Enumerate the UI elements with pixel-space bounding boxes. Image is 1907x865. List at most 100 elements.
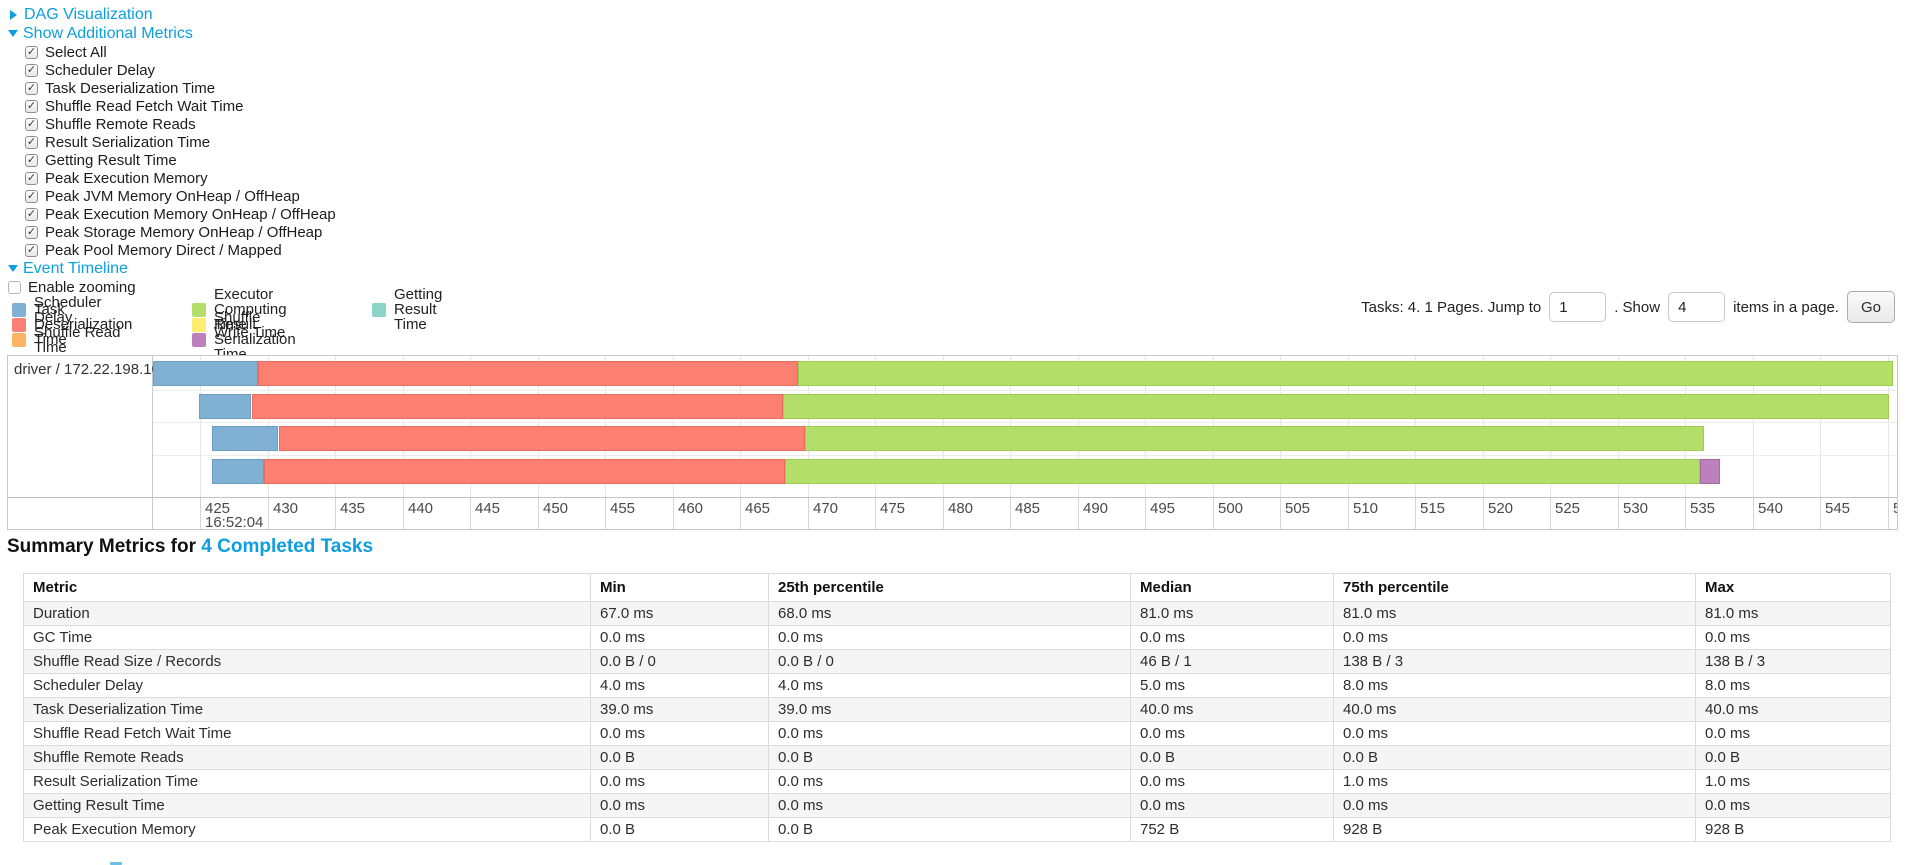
table-cell: 0.0 B xyxy=(768,817,1131,842)
additional-metrics-checkbox-list: ✓ Select All ✓ Scheduler Delay ✓ Task Deseria… xyxy=(8,43,336,259)
table-row: Shuffle Read Fetch Wait Time 0.0 ms 0.0 ms… xyxy=(23,721,1891,746)
table-cell: 0.0 ms xyxy=(768,721,1131,746)
table-cell: GC Time xyxy=(23,625,591,650)
table-cell: 0.0 B xyxy=(590,817,769,842)
enable-zooming-checkbox[interactable] xyxy=(8,281,21,294)
jump-to-page-input[interactable] xyxy=(1549,292,1607,322)
completed-tasks-link[interactable]: 4 Completed Tasks xyxy=(201,536,374,557)
table-cell: 0.0 B xyxy=(590,745,769,770)
legend-item-executor_computing: Executor Computing Time xyxy=(192,287,296,332)
legend-swatch-icon xyxy=(12,317,26,332)
axis-tick-label: 525 xyxy=(1555,500,1581,517)
metric-checkbox[interactable]: ✓ xyxy=(25,117,38,131)
legend-column: Getting Result Time xyxy=(372,287,442,332)
task-2-segment-scheduler-delay xyxy=(212,426,279,451)
table-cell: 0.0 ms xyxy=(1130,769,1334,794)
table-cell: 0.0 B / 0 xyxy=(768,649,1131,674)
table-header-cell: 25th percentile xyxy=(768,573,1131,602)
legend-item-getting_result: Getting Result Time xyxy=(372,287,442,332)
legend-label: Getting Result Time xyxy=(394,286,443,333)
table-header-cell: Max xyxy=(1695,573,1891,602)
axis-tick xyxy=(268,498,269,529)
table-row: Task Deserialization Time 39.0 ms 39.0 ms 4… xyxy=(23,697,1891,722)
axis-tick-label: 515 xyxy=(1420,500,1446,517)
table-cell: 0.0 ms xyxy=(590,769,769,794)
table-row: Result Serialization Time 0.0 ms 0.0 ms 0.0… xyxy=(23,769,1891,794)
metric-checkbox[interactable]: ✓ xyxy=(25,99,38,113)
metric-checkbox-row: ✓ Getting Result Time xyxy=(25,151,336,169)
items-per-page-input[interactable] xyxy=(1668,292,1726,322)
go-button[interactable]: Go xyxy=(1846,291,1895,323)
metric-checkbox-label: Peak Execution Memory OnHeap / OffHeap xyxy=(45,205,336,223)
metric-checkbox-row: ✓ Result Serialization Time xyxy=(25,133,336,151)
table-cell: 0.0 ms xyxy=(1333,721,1696,746)
metric-checkbox-row: ✓ Shuffle Remote Reads xyxy=(25,115,336,133)
axis-tick xyxy=(1145,498,1146,529)
executor-label: driver / 172.22.198.104 xyxy=(14,361,169,378)
event-timeline-label: Event Timeline xyxy=(23,259,128,277)
metric-checkbox[interactable]: ✓ xyxy=(25,243,38,257)
table-cell: Peak Execution Memory xyxy=(23,817,591,842)
metric-checkbox[interactable]: ✓ xyxy=(25,153,38,167)
axis-time-label: 16:52:04 xyxy=(205,514,264,529)
metric-checkbox[interactable]: ✓ xyxy=(25,135,38,149)
axis-tick xyxy=(1820,498,1821,529)
metric-checkbox[interactable]: ✓ xyxy=(25,171,38,185)
legend-swatch-icon xyxy=(192,302,206,317)
metric-checkbox[interactable]: ✓ xyxy=(25,189,38,203)
table-cell: Shuffle Read Size / Records xyxy=(23,649,591,674)
axis-tick xyxy=(538,498,539,529)
axis-tick-label: 495 xyxy=(1150,500,1176,517)
metric-checkbox[interactable]: ✓ xyxy=(25,81,38,95)
legend-label: Shuffle Write Time xyxy=(214,308,286,341)
metric-checkbox[interactable]: ✓ xyxy=(25,225,38,239)
collapsed-arrow-icon xyxy=(10,9,17,20)
metric-checkbox-row: ✓ Peak Execution Memory OnHeap / OffHeap xyxy=(25,205,336,223)
metric-checkbox[interactable]: ✓ xyxy=(25,45,38,59)
axis-tick-label: 440 xyxy=(408,500,434,517)
row-separator xyxy=(153,390,1897,391)
dag-visualization-toggle[interactable]: DAG Visualization xyxy=(8,5,336,24)
axis-tick-label: 500 xyxy=(1218,500,1244,517)
table-cell: 81.0 ms xyxy=(1130,601,1334,626)
table-cell: 40.0 ms xyxy=(1695,697,1891,722)
metric-checkbox-row: ✓ Peak JVM Memory OnHeap / OffHeap xyxy=(25,187,336,205)
table-cell: 138 B / 3 xyxy=(1333,649,1696,674)
executor-label-column: driver / 172.22.198.104 xyxy=(8,356,168,529)
summary-metrics-table: Metric Min 25th percentile Median 75th perce… xyxy=(23,573,1891,842)
show-additional-metrics-toggle[interactable]: Show Additional Metrics xyxy=(8,24,336,43)
metric-checkbox-label: Peak Pool Memory Direct / Mapped xyxy=(45,241,282,259)
event-timeline-toggle[interactable]: Event Timeline xyxy=(8,259,336,278)
table-cell: 40.0 ms xyxy=(1333,697,1696,722)
axis-tick xyxy=(673,498,674,529)
axis-tick xyxy=(605,498,606,529)
table-cell: 0.0 ms xyxy=(1333,625,1696,650)
axis-tick-label: 475 xyxy=(880,500,906,517)
table-cell: 68.0 ms xyxy=(768,601,1131,626)
axis-tick xyxy=(1685,498,1686,529)
axis-tick xyxy=(403,498,404,529)
axis-tick-label: 550 xyxy=(1893,500,1897,517)
stage-controls: DAG Visualization Show Additional Metric… xyxy=(8,5,336,297)
gridline xyxy=(1753,356,1754,497)
axis-tick xyxy=(1415,498,1416,529)
task-1-segment-executor-computing xyxy=(783,394,1889,419)
legend-item-task_deserialization: Task Deserialization Time xyxy=(12,302,132,347)
metric-checkbox[interactable]: ✓ xyxy=(25,207,38,221)
enable-zooming-label: Enable zooming xyxy=(28,279,136,296)
task-2-segment-executor-computing xyxy=(805,426,1704,451)
legend-item-shuffle_write: Shuffle Write Time xyxy=(192,310,296,340)
legend-label: Scheduler Delay xyxy=(34,293,102,326)
metric-checkbox[interactable]: ✓ xyxy=(25,63,38,77)
metric-checkbox-row: ✓ Shuffle Read Fetch Wait Time xyxy=(25,97,336,115)
table-cell: 0.0 B xyxy=(1695,745,1891,770)
table-cell: 0.0 ms xyxy=(1130,625,1334,650)
legend-column: Scheduler Delay Task Deserialization Time… xyxy=(12,295,132,355)
gridline xyxy=(1888,356,1889,497)
table-cell: 0.0 B xyxy=(1333,745,1696,770)
legend-item-shuffle_read: Shuffle Read Time xyxy=(12,325,132,355)
legend-swatch-icon xyxy=(192,317,206,332)
table-cell: 81.0 ms xyxy=(1695,601,1891,626)
pager-show-label: . Show xyxy=(1614,298,1661,316)
task-3-segment-result-serialization xyxy=(1699,459,1721,484)
